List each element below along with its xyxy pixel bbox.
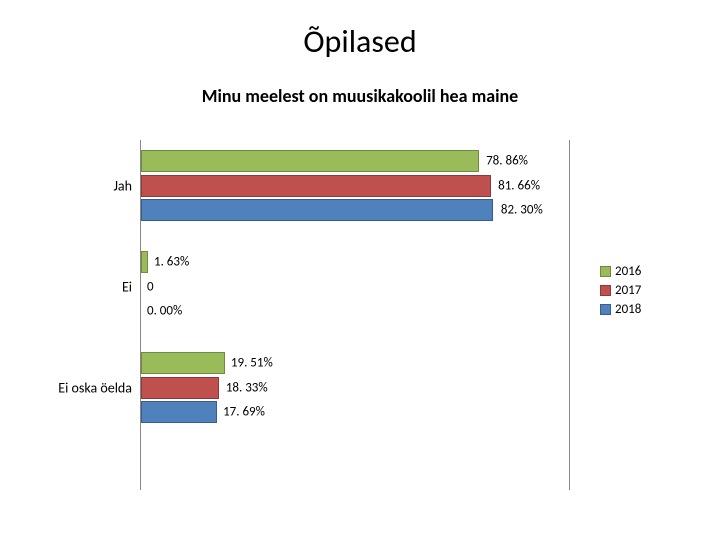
category-group: 78. 86% 81. 66% 82. 30% xyxy=(141,150,569,221)
bar-row: 1. 63% xyxy=(141,251,569,273)
category-label: Ei oska öelda xyxy=(32,379,132,396)
bar-value-label: 18. 33% xyxy=(226,380,268,395)
bar-row: 78. 86% xyxy=(141,150,569,172)
bar-value-label: 17. 69% xyxy=(223,405,265,420)
bar-value-label: 19. 51% xyxy=(231,356,273,371)
bar-value-label: 82. 30% xyxy=(501,203,543,218)
bar-value-label: 0. 00% xyxy=(147,304,182,319)
bar-value-label: 81. 66% xyxy=(498,178,540,193)
chart-area: 78. 86% 81. 66% 82. 30% 1. 63%0 0. 00% 19. 51… xyxy=(40,140,680,490)
bar-row: 19. 51% xyxy=(141,352,569,374)
bar xyxy=(141,401,217,423)
bar-row: 82. 30% xyxy=(141,199,569,221)
category-group: 1. 63%0 0. 00% xyxy=(141,251,569,322)
bar-row: 81. 66% xyxy=(141,175,569,197)
chart-title: Minu meelest on muusikakoolil hea maine xyxy=(0,85,720,107)
bar xyxy=(141,150,479,172)
bar-row: 0. 00% xyxy=(141,300,569,322)
legend-swatch xyxy=(600,266,611,277)
legend: 2016 2017 2018 xyxy=(600,260,641,321)
legend-swatch xyxy=(600,285,611,296)
legend-label: 2017 xyxy=(615,283,641,298)
bar-value-label: 78. 86% xyxy=(486,154,528,169)
category-group: 19. 51% 18. 33% 17. 69% xyxy=(141,352,569,423)
bar-value-label: 0 xyxy=(147,279,154,294)
legend-label: 2016 xyxy=(615,264,641,279)
page: Õpilased Minu meelest on muusikakoolil h… xyxy=(0,0,720,540)
plot-area: 78. 86% 81. 66% 82. 30% 1. 63%0 0. 00% 19. 51… xyxy=(140,140,570,490)
bar xyxy=(141,199,493,221)
legend-item: 2017 xyxy=(600,283,641,298)
legend-label: 2018 xyxy=(615,302,641,317)
legend-item: 2016 xyxy=(600,264,641,279)
legend-item: 2018 xyxy=(600,302,641,317)
legend-swatch xyxy=(600,304,611,315)
bar xyxy=(141,352,225,374)
page-title: Õpilased xyxy=(0,0,720,61)
bar xyxy=(141,251,148,273)
bar-row: 18. 33% xyxy=(141,377,569,399)
category-label: Ei xyxy=(32,278,132,295)
category-label: Jah xyxy=(32,177,132,194)
bar-row: 0 xyxy=(141,276,569,298)
bar-value-label: 1. 63% xyxy=(154,255,189,270)
bar xyxy=(141,175,491,197)
bar xyxy=(141,377,219,399)
bar-row: 17. 69% xyxy=(141,401,569,423)
